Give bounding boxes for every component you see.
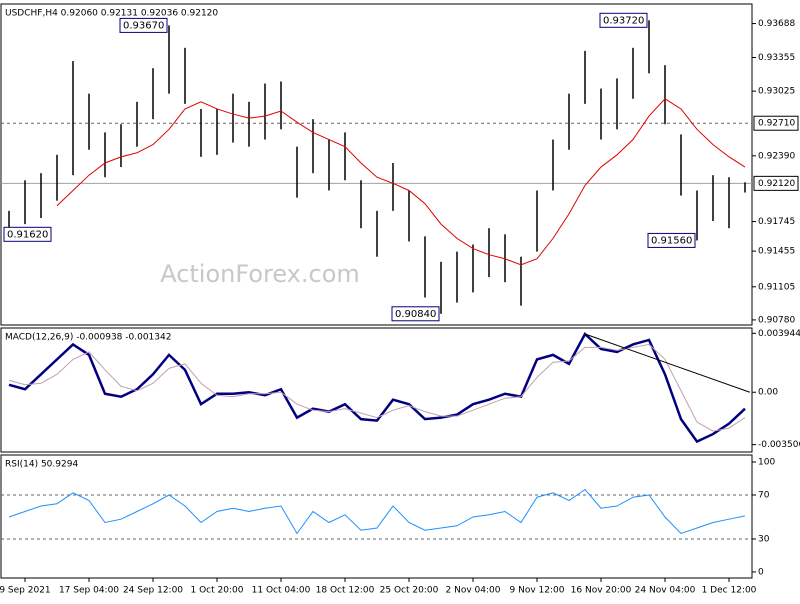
panel-title: USDCHF,H4 0.92060 0.92131 0.92036 0.9212…: [5, 9, 218, 19]
x-tick-label: 9 Sep 2021: [0, 586, 51, 596]
panel-frame: [0, 327, 753, 453]
x-tick-label: 16 Nov 20:00: [571, 586, 632, 596]
panel-frame: [0, 454, 753, 579]
panel-title: RSI(14) 50.9294: [5, 460, 78, 470]
y-tick-label: 0: [758, 567, 764, 577]
y-tick-label: 0.00: [758, 388, 778, 398]
level-box: [753, 115, 799, 131]
x-tick-label: 18 Oct 12:00: [316, 586, 375, 596]
price-tag-box: [391, 306, 440, 322]
y-tick-label: 0.90780: [758, 315, 795, 325]
y-tick-label: 0.93025: [758, 87, 795, 97]
level-box: [753, 175, 799, 191]
price-tag: 0.93670: [123, 20, 164, 31]
price-tag-box: [119, 17, 168, 33]
y-tick-label: 30: [758, 534, 770, 544]
price-tag-box: [599, 12, 648, 28]
y-tick-label: 0.91745: [758, 217, 795, 227]
y-tick-label: 0.92390: [758, 151, 795, 161]
y-tick-label: -0.003506: [758, 440, 800, 450]
moving-average: [56, 98, 746, 266]
y-tick-label: 0.93688: [758, 19, 795, 29]
y-tick-label: 0.91455: [758, 247, 795, 257]
price-tag: 0.91620: [7, 229, 48, 240]
x-tick-label: 17 Sep 04:00: [59, 586, 119, 596]
y-tick-label: 0.003944: [758, 329, 800, 339]
x-tick-label: 11 Oct 04:00: [252, 586, 311, 596]
x-tick-label: 25 Oct 20:00: [380, 586, 439, 596]
level-label: 0.92710: [758, 119, 795, 129]
x-tick-label: 1 Dec 12:00: [702, 586, 757, 596]
y-tick-label: 0.93355: [758, 53, 795, 63]
x-tick-label: 2 Nov 04:00: [446, 586, 501, 596]
y-tick-label: 0.91105: [758, 282, 795, 292]
watermark: ActionForex.com: [160, 260, 360, 288]
price-tag-box: [647, 232, 696, 248]
price-tag: 0.93720: [603, 15, 644, 26]
x-tick-label: 24 Sep 12:00: [123, 586, 183, 596]
y-tick-label: 100: [758, 458, 775, 468]
panel-title: MACD(12,26,9) -0.000938 -0.001342: [5, 333, 171, 343]
level-label: 0.92120: [758, 179, 795, 189]
y-tick-label: 70: [758, 491, 770, 501]
x-tick-label: 24 Nov 04:00: [635, 586, 696, 596]
indicator-line: [8, 488, 746, 535]
panel-frame: [0, 3, 753, 326]
price-tag: 0.90840: [395, 309, 436, 320]
price-tag-box: [3, 226, 52, 242]
x-tick-label: 1 Oct 20:00: [191, 586, 244, 596]
price-tag: 0.91560: [651, 235, 692, 246]
x-tick-label: 9 Nov 12:00: [510, 586, 565, 596]
trendline: [584, 333, 750, 393]
indicator-line: [8, 343, 746, 432]
